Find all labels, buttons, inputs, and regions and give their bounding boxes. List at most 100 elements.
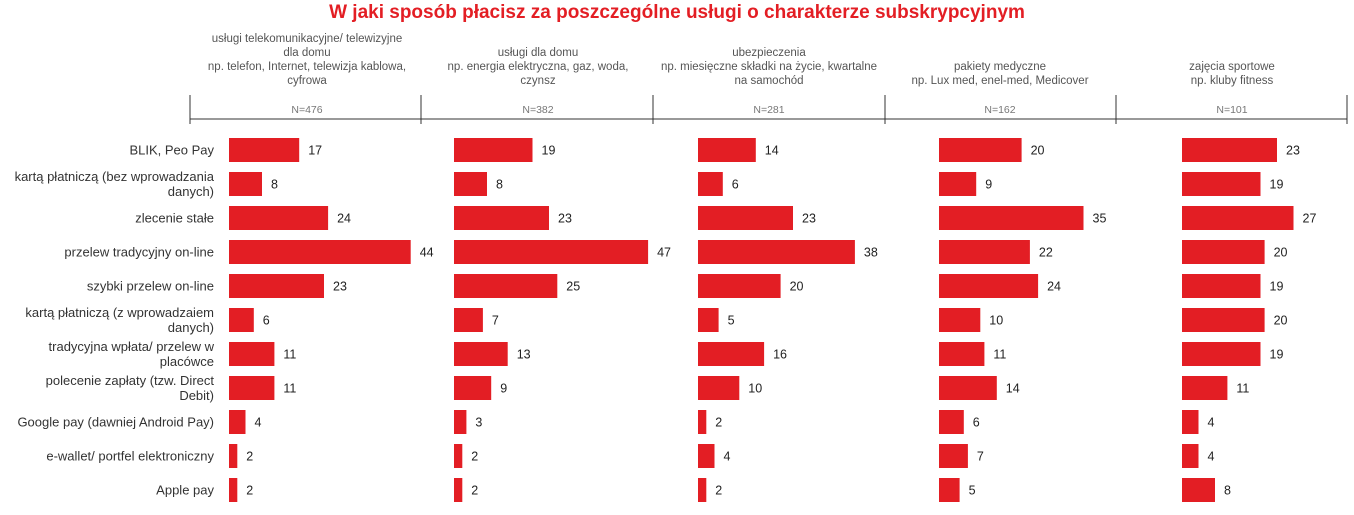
bar [698, 478, 707, 502]
sample-size-label: N=162 [984, 104, 1015, 116]
category-label: danych) [168, 184, 214, 199]
bar-value-label: 5 [728, 314, 735, 328]
category-label: Debit) [179, 388, 214, 403]
bar [1182, 444, 1199, 468]
category-label: e-wallet/ portfel elektroniczny [46, 449, 214, 464]
bar-value-label: 23 [558, 212, 572, 226]
bar [939, 138, 1022, 162]
bar-value-label: 7 [977, 450, 984, 464]
category-label: przelew tradycyjny on-line [64, 245, 214, 260]
bar [1182, 240, 1265, 264]
bar [229, 410, 246, 434]
bar [698, 274, 781, 298]
bars: 1782444236111142219823472571393221462338… [229, 138, 1316, 502]
bar [939, 342, 985, 366]
bar [454, 342, 508, 366]
category-label: tradycyjna wpłata/ przelew w [49, 339, 215, 354]
bar [1182, 308, 1265, 332]
chart-title: W jaki sposób płacisz za poszczególne us… [329, 2, 1025, 23]
bar [229, 444, 238, 468]
bar-value-label: 2 [715, 484, 722, 498]
bar-value-label: 23 [333, 280, 347, 294]
bar [939, 206, 1084, 230]
category-labels: BLIK, Peo Pay kartą płatniczą (bez wprowa… [15, 143, 215, 498]
bar-value-label: 20 [1031, 144, 1045, 158]
bar [698, 206, 793, 230]
column-header-line: np. telefon, Internet, telewizja kablowa… [208, 61, 406, 73]
bar [454, 172, 487, 196]
column-header-line: usługi dla domu [498, 47, 579, 59]
bar [454, 138, 533, 162]
bar-value-label: 23 [802, 212, 816, 226]
bar-value-label: 6 [263, 314, 270, 328]
bar [229, 206, 329, 230]
bar-value-label: 19 [542, 144, 556, 158]
bar-value-label: 2 [715, 416, 722, 430]
column-header-line: czynsz [520, 75, 555, 87]
bar [698, 240, 855, 264]
bar [698, 138, 756, 162]
bar [229, 478, 238, 502]
bar [1182, 376, 1228, 400]
column-header-line: np. Lux med, enel-med, Medicover [911, 75, 1088, 87]
bar [939, 172, 977, 196]
bar-value-label: 23 [1286, 144, 1300, 158]
column-header-line: usługi telekomunikacyjne/ telewizyjne [212, 33, 403, 45]
bar-value-label: 2 [246, 484, 253, 498]
bar [939, 478, 960, 502]
column-header-line: np. energia elektryczna, gaz, woda, [448, 61, 629, 73]
bar [1182, 410, 1199, 434]
bar [1182, 172, 1261, 196]
bar-value-label: 11 [993, 348, 1006, 362]
bar-value-label: 11 [1236, 382, 1249, 396]
bar [698, 308, 719, 332]
bar [698, 342, 765, 366]
column-headers: usługi telekomunikacyjne/ telewizyjne dla… [208, 33, 1275, 116]
column-header-line: na samochód [734, 75, 803, 87]
bar [229, 274, 324, 298]
bar-value-label: 20 [790, 280, 804, 294]
bar-value-label: 20 [1274, 246, 1288, 260]
bar [698, 410, 707, 434]
category-label: placówce [160, 354, 214, 369]
bar-value-label: 2 [471, 450, 478, 464]
bar-value-label: 10 [989, 314, 1003, 328]
bar-value-label: 5 [969, 484, 976, 498]
bar-value-label: 19 [1270, 348, 1284, 362]
bar-value-label: 14 [765, 144, 779, 158]
sample-size-label: N=382 [522, 104, 553, 116]
bar [1182, 138, 1277, 162]
bar [229, 172, 262, 196]
bar-value-label: 6 [732, 178, 739, 192]
bar [454, 444, 463, 468]
bar-value-label: 38 [864, 246, 878, 260]
bar-value-label: 2 [471, 484, 478, 498]
bar-value-label: 8 [496, 178, 503, 192]
bar-value-label: 9 [500, 382, 507, 396]
bar-value-label: 4 [255, 416, 262, 430]
bar-value-label: 2 [246, 450, 253, 464]
bar-value-label: 13 [517, 348, 531, 362]
column-header-line: np. kluby fitness [1191, 75, 1274, 87]
category-label: kartą płatniczą (z wprowadzaiem [25, 305, 214, 320]
bar [229, 342, 275, 366]
bar-value-label: 24 [337, 212, 351, 226]
bar-value-label: 4 [1208, 450, 1215, 464]
bar-value-label: 6 [973, 416, 980, 430]
bar-value-label: 8 [1224, 484, 1231, 498]
bar [939, 410, 964, 434]
bar-value-label: 20 [1274, 314, 1288, 328]
bar [229, 308, 254, 332]
bar-value-label: 19 [1270, 178, 1284, 192]
bar [454, 308, 483, 332]
bar [229, 138, 300, 162]
bar [698, 172, 723, 196]
bar-value-label: 9 [985, 178, 992, 192]
bar [454, 376, 492, 400]
bar [939, 240, 1030, 264]
category-label: szybki przelew on-line [87, 279, 214, 294]
category-label: BLIK, Peo Pay [129, 143, 214, 158]
category-label: Apple pay [156, 483, 214, 498]
header-axis [189, 95, 1348, 124]
